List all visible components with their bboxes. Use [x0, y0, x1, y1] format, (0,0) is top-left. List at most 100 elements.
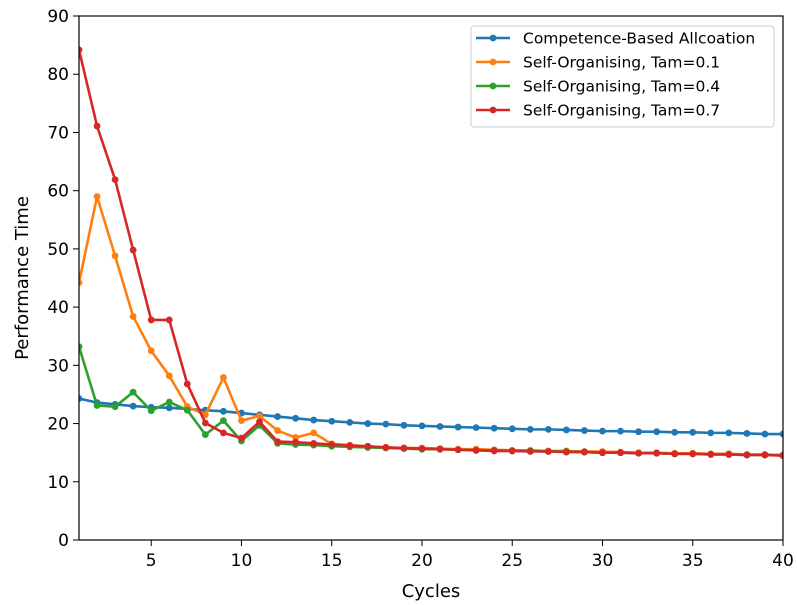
data-point	[79, 46, 83, 54]
legend-marker	[489, 82, 497, 90]
data-point	[310, 429, 318, 437]
y-tick-label: 30	[47, 356, 69, 376]
data-point	[256, 412, 263, 420]
y-tick-label: 70	[47, 123, 69, 143]
data-point	[671, 428, 679, 436]
data-point	[400, 421, 408, 429]
data-point	[93, 193, 101, 200]
data-point	[599, 427, 606, 435]
data-point	[581, 448, 588, 456]
data-point	[256, 418, 263, 426]
data-point	[292, 438, 300, 446]
x-tick-label: 20	[411, 551, 433, 571]
data-point	[328, 417, 336, 425]
series-line	[79, 195, 783, 457]
y-tick-label: 20	[47, 415, 69, 435]
x-tick-label: 35	[682, 551, 704, 571]
data-point	[400, 444, 408, 452]
data-point	[220, 429, 227, 437]
data-point	[707, 451, 715, 458]
data-point	[310, 416, 318, 424]
data-point	[689, 450, 697, 458]
legend-marker	[489, 106, 497, 114]
data-point	[562, 426, 570, 434]
data-point	[79, 279, 83, 287]
data-point	[201, 419, 209, 427]
data-point	[346, 418, 354, 426]
data-point	[147, 407, 155, 415]
data-point	[635, 449, 642, 457]
data-point	[617, 427, 624, 435]
y-tick-label: 0	[58, 531, 69, 551]
data-point	[743, 430, 751, 437]
legend-marker	[489, 34, 497, 42]
x-tick-label: 10	[231, 551, 253, 571]
legend-label: Self-Organising, Tam=0.4	[523, 78, 720, 96]
data-point	[562, 448, 570, 456]
data-point	[220, 374, 227, 381]
data-point	[544, 448, 552, 455]
legend-label: Self-Organising, Tam=0.1	[523, 54, 720, 72]
data-point	[165, 398, 173, 406]
data-point	[508, 447, 516, 455]
data-point	[382, 420, 390, 428]
data-point	[707, 429, 715, 437]
data-point	[364, 420, 372, 427]
plot-frame	[78, 15, 784, 541]
data-point	[111, 252, 119, 260]
y-tick-label: 50	[47, 240, 69, 260]
data-point	[183, 406, 191, 414]
data-point	[129, 313, 137, 320]
data-point	[165, 404, 173, 412]
legend-item: Self-Organising, Tam=0.7	[476, 102, 720, 120]
data-point	[129, 402, 137, 410]
data-point	[436, 423, 444, 430]
x-axis: 5 10 15 20 25 30 35 40	[146, 540, 794, 571]
data-point	[364, 442, 372, 450]
data-point	[201, 431, 209, 439]
data-point	[292, 414, 300, 422]
y-axis-label: Performance Time	[12, 196, 33, 360]
series-2	[79, 193, 783, 459]
data-point	[689, 428, 697, 436]
data-point	[183, 380, 191, 388]
data-point	[328, 441, 336, 448]
data-point	[165, 316, 173, 324]
data-point	[581, 427, 588, 434]
data-point	[526, 448, 534, 455]
data-point	[743, 451, 751, 459]
series-4	[79, 46, 783, 459]
data-point	[418, 445, 426, 452]
data-point	[508, 425, 516, 433]
data-point	[599, 449, 606, 457]
data-point	[274, 413, 281, 420]
y-tick-label: 60	[47, 182, 69, 202]
data-point	[653, 449, 661, 457]
legend-item: Self-Organising, Tam=0.4	[476, 78, 720, 96]
legend-label: Self-Organising, Tam=0.7	[523, 102, 720, 120]
data-point	[725, 451, 733, 458]
legend-box	[470, 25, 775, 128]
x-axis-label: Cycles	[402, 581, 461, 602]
data-point	[526, 425, 534, 433]
x-tick-label: 40	[772, 551, 794, 571]
data-point	[93, 402, 101, 409]
x-tick-label: 30	[592, 551, 614, 571]
legend-marker	[489, 58, 497, 66]
data-point	[310, 439, 318, 447]
data-point	[111, 403, 119, 411]
y-tick-label: 40	[47, 298, 69, 318]
legend-item: Self-Organising, Tam=0.1	[476, 54, 720, 72]
data-point	[671, 450, 679, 458]
y-tick-label: 90	[47, 7, 69, 27]
data-point	[779, 452, 783, 459]
data-point	[436, 445, 444, 453]
data-point	[220, 417, 227, 425]
legend: Competence-Based Allcoation Self-Organisi…	[470, 25, 775, 128]
y-tick-label: 80	[47, 65, 69, 85]
data-point	[346, 442, 354, 450]
data-point	[382, 444, 390, 451]
legend-label: Competence-Based Allcoation	[523, 30, 755, 48]
data-point	[454, 423, 462, 431]
